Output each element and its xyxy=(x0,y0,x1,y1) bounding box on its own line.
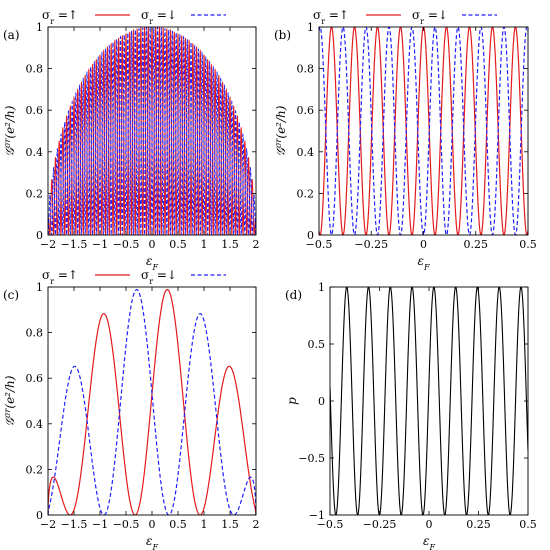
x-tick-label: 0.5 xyxy=(169,518,187,531)
y-tick-label: 0.4 xyxy=(297,146,315,159)
x-tick-label: −1.5 xyxy=(61,518,88,531)
plot-area xyxy=(319,27,528,235)
plot-area xyxy=(330,287,528,515)
x-tick-label: 0.25 xyxy=(466,518,491,531)
x-tick-label: −2 xyxy=(40,238,56,251)
y-tick-label: 0.2 xyxy=(26,187,44,200)
legend: σr =↑ σr =↓ xyxy=(42,8,226,26)
x-tick-label: 0.5 xyxy=(519,518,537,531)
legend: σr =↑ σr =↓ xyxy=(313,8,497,26)
panel-a: −2 −1.5 −1 −0.5 0 0.5 1 1.5 2 0 0.2 0.4 0.6 0.8 1 εF 𝒢σr… xyxy=(3,8,260,272)
y-axis-label: p xyxy=(285,397,299,405)
x-tick-label: 1 xyxy=(201,238,208,251)
series-p-line xyxy=(330,287,528,515)
plot-frame xyxy=(329,286,529,516)
x-axis-label: εF xyxy=(146,254,158,272)
x-tick-label: 0.5 xyxy=(169,238,187,251)
x-tick-label: 0 xyxy=(426,518,433,531)
x-tick-label: −0.25 xyxy=(363,518,397,531)
panel-label: (a) xyxy=(3,28,20,42)
series-up-line xyxy=(319,27,528,235)
series-up-line xyxy=(48,288,256,515)
y-axis-label: 𝒢σr(e²/h) xyxy=(3,375,18,426)
x-tick-label: −0.5 xyxy=(113,238,140,251)
y-tick-label: 0.2 xyxy=(26,463,44,476)
y-tick-label: 0 xyxy=(307,229,314,242)
x-tick-label: −2 xyxy=(40,518,56,531)
x-tick-label: 2 xyxy=(253,238,260,251)
series-up-line xyxy=(48,27,256,235)
y-tick-label: 1 xyxy=(36,21,43,34)
y-tick-label: −1 xyxy=(309,509,325,522)
x-axis-label: εF xyxy=(417,254,429,272)
legend-label-up: σr =↑ xyxy=(42,268,78,286)
x-axis-label: εF xyxy=(423,534,435,550)
legend: σr =↑ σr =↓ xyxy=(42,268,226,286)
y-tick-label: 0.8 xyxy=(26,63,44,76)
panel-c: −2 −1.5 −1 −0.5 0 0.5 1 1.5 2 0 0.2 0.4 0.6 0.8 1 εF 𝒢σr… xyxy=(3,268,260,550)
y-tick-label: 0 xyxy=(318,395,325,408)
y-tick-label: 1 xyxy=(318,281,325,294)
x-tick-label: 0 xyxy=(149,238,156,251)
panel-label: (d) xyxy=(285,288,302,302)
plot-area xyxy=(48,288,256,515)
y-tick-label: 0.5 xyxy=(308,338,326,351)
y-tick-label: 0.2 xyxy=(297,187,315,200)
y-axis-label: 𝒢σr(e²/h) xyxy=(3,105,18,156)
plot-frame xyxy=(47,286,257,516)
panel-label: (b) xyxy=(274,28,291,42)
y-tick-label: 0.8 xyxy=(297,63,315,76)
x-tick-label: 1.5 xyxy=(221,518,239,531)
x-tick-label: −0.5 xyxy=(113,518,140,531)
x-tick-label: −0.25 xyxy=(354,238,388,251)
y-tick-label: −0.5 xyxy=(298,452,325,465)
x-tick-label: −1 xyxy=(92,518,108,531)
panel-b: −0.5 −0.25 0 0.25 0.5 0 0.2 0.4 0.6 0.8 1 εF 𝒢σr(e²/… xyxy=(274,8,537,272)
y-tick-label: 0.4 xyxy=(26,418,44,431)
legend-label-up: σr =↑ xyxy=(42,8,78,26)
series-down-line xyxy=(319,27,528,235)
x-tick-label: −0.5 xyxy=(317,518,344,531)
y-tick-label: 0.6 xyxy=(26,104,44,117)
plot-frame xyxy=(318,26,529,236)
legend-label-up: σr =↑ xyxy=(313,8,349,26)
y-tick-label: 0.6 xyxy=(26,372,44,385)
y-tick-label: 1 xyxy=(36,281,43,294)
legend-label-down: σr =↓ xyxy=(412,8,448,26)
x-tick-label: −0.5 xyxy=(306,238,333,251)
y-tick-label: 0 xyxy=(36,509,43,522)
x-tick-label: 2 xyxy=(253,518,260,531)
y-tick-label: 1 xyxy=(307,21,314,34)
y-tick-label: 0.4 xyxy=(26,146,44,159)
y-tick-label: 0 xyxy=(36,229,43,242)
x-axis-label: εF xyxy=(146,534,158,550)
plot-area xyxy=(48,27,256,235)
x-tick-label: 0.5 xyxy=(519,238,537,251)
x-tick-label: −1 xyxy=(92,238,108,251)
x-tick-label: 1 xyxy=(201,518,208,531)
x-tick-label: 1.5 xyxy=(221,238,239,251)
legend-label-down: σr =↓ xyxy=(141,268,177,286)
y-tick-label: 0.8 xyxy=(26,327,44,340)
x-tick-label: 0.25 xyxy=(464,238,489,251)
panel-label: (c) xyxy=(3,288,19,302)
x-tick-label: 0 xyxy=(149,518,156,531)
y-axis-label: 𝒢σr(e²/h) xyxy=(274,105,289,156)
x-tick-label: −1.5 xyxy=(61,238,88,251)
legend-label-down: σr =↓ xyxy=(141,8,177,26)
y-tick-label: 0.6 xyxy=(297,104,315,117)
x-tick-label: 0 xyxy=(420,238,427,251)
series-down-line xyxy=(48,288,256,515)
